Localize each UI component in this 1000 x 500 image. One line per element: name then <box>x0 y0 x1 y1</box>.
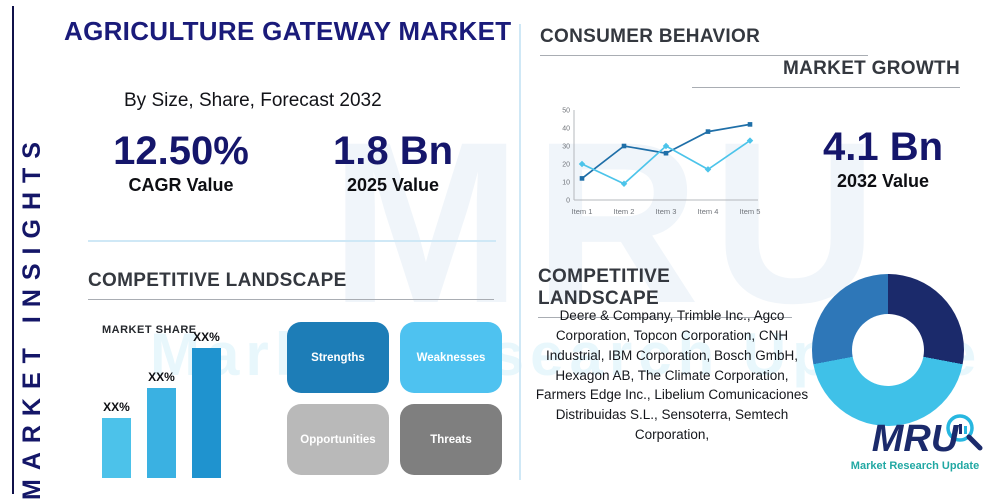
heading-competitive-landscape-left: COMPETITIVE LANDSCAPE <box>88 270 494 300</box>
label-2025: 2025 Value <box>346 175 440 195</box>
swot-weaknesses: Weaknesses <box>400 322 502 393</box>
heading-market-growth: MARKET GROWTH <box>692 58 960 88</box>
svg-text:Item 5: Item 5 <box>740 207 761 216</box>
bar-value-label: XX% <box>103 400 130 414</box>
market-share-bar-chart: XX% XX% XX% <box>102 330 272 478</box>
swot-strengths: Strengths <box>287 322 389 393</box>
donut-hole <box>852 314 924 386</box>
bar <box>147 388 176 478</box>
page-title: AGRICULTURE GATEWAY MARKET <box>64 16 512 46</box>
sidebar-vertical-title: MARKET INSIGHTS <box>18 133 46 500</box>
logo-text: MRU <box>871 418 959 460</box>
brand-logo: MRU Market Research Update <box>836 414 994 472</box>
horizontal-divider <box>88 240 496 242</box>
heading-competitive-landscape-right: COMPETITIVE LANDSCAPE <box>538 266 792 318</box>
svg-text:40: 40 <box>562 126 570 133</box>
bar <box>192 348 221 478</box>
value-2025: 1.8 Bn <box>332 129 454 173</box>
svg-text:Item 3: Item 3 <box>656 207 677 216</box>
company-list: Deere & Company, Trimble Inc., Agco Corp… <box>535 308 809 443</box>
swot-opportunities: Opportunities <box>287 404 389 475</box>
bar-column: XX% <box>147 370 176 478</box>
vertical-divider <box>519 24 521 480</box>
stat-2032-value: 4.1 Bn 2032 Value <box>798 126 968 192</box>
svg-text:30: 30 <box>562 144 570 151</box>
bar-column: XX% <box>192 330 221 478</box>
svg-text:0: 0 <box>566 198 570 205</box>
cagr-label: CAGR Value <box>128 175 234 195</box>
stat-cagr: 12.50% CAGR Value <box>96 130 266 196</box>
bar-column: XX% <box>102 400 131 478</box>
svg-text:Item 2: Item 2 <box>614 207 635 216</box>
svg-text:50: 50 <box>562 108 570 115</box>
market-growth-line-chart: 0 10 20 30 40 50 Item 1 Item 2 Item 3 Item 4 Item … <box>562 108 761 217</box>
heading-consumer-behavior: CONSUMER BEHAVIOR <box>540 26 868 56</box>
svg-text:Item 1: Item 1 <box>572 207 593 216</box>
cagr-value: 12.50% <box>113 129 249 173</box>
svg-text:10: 10 <box>562 180 570 187</box>
bar <box>102 418 131 478</box>
swot-threats: Threats <box>400 404 502 475</box>
bar-value-label: XX% <box>193 330 220 344</box>
logo-tagline: Market Research Update <box>850 460 980 472</box>
swot-grid: Strengths Weaknesses Opportunities Threa… <box>287 322 502 475</box>
left-rail-line <box>12 6 14 494</box>
page-subtitle: By Size, Share, Forecast 2032 <box>124 90 382 111</box>
value-2032: 4.1 Bn <box>822 125 944 169</box>
stat-2025-value: 1.8 Bn 2025 Value <box>318 130 468 196</box>
svg-text:20: 20 <box>562 162 570 169</box>
svg-text:Item 4: Item 4 <box>698 207 719 216</box>
market-share-donut-chart <box>812 274 964 426</box>
label-2032: 2032 Value <box>836 171 930 191</box>
bar-value-label: XX% <box>148 370 175 384</box>
market-share-chart-title: MARKET SHARE <box>102 324 197 336</box>
magnifier-icon <box>946 414 983 451</box>
